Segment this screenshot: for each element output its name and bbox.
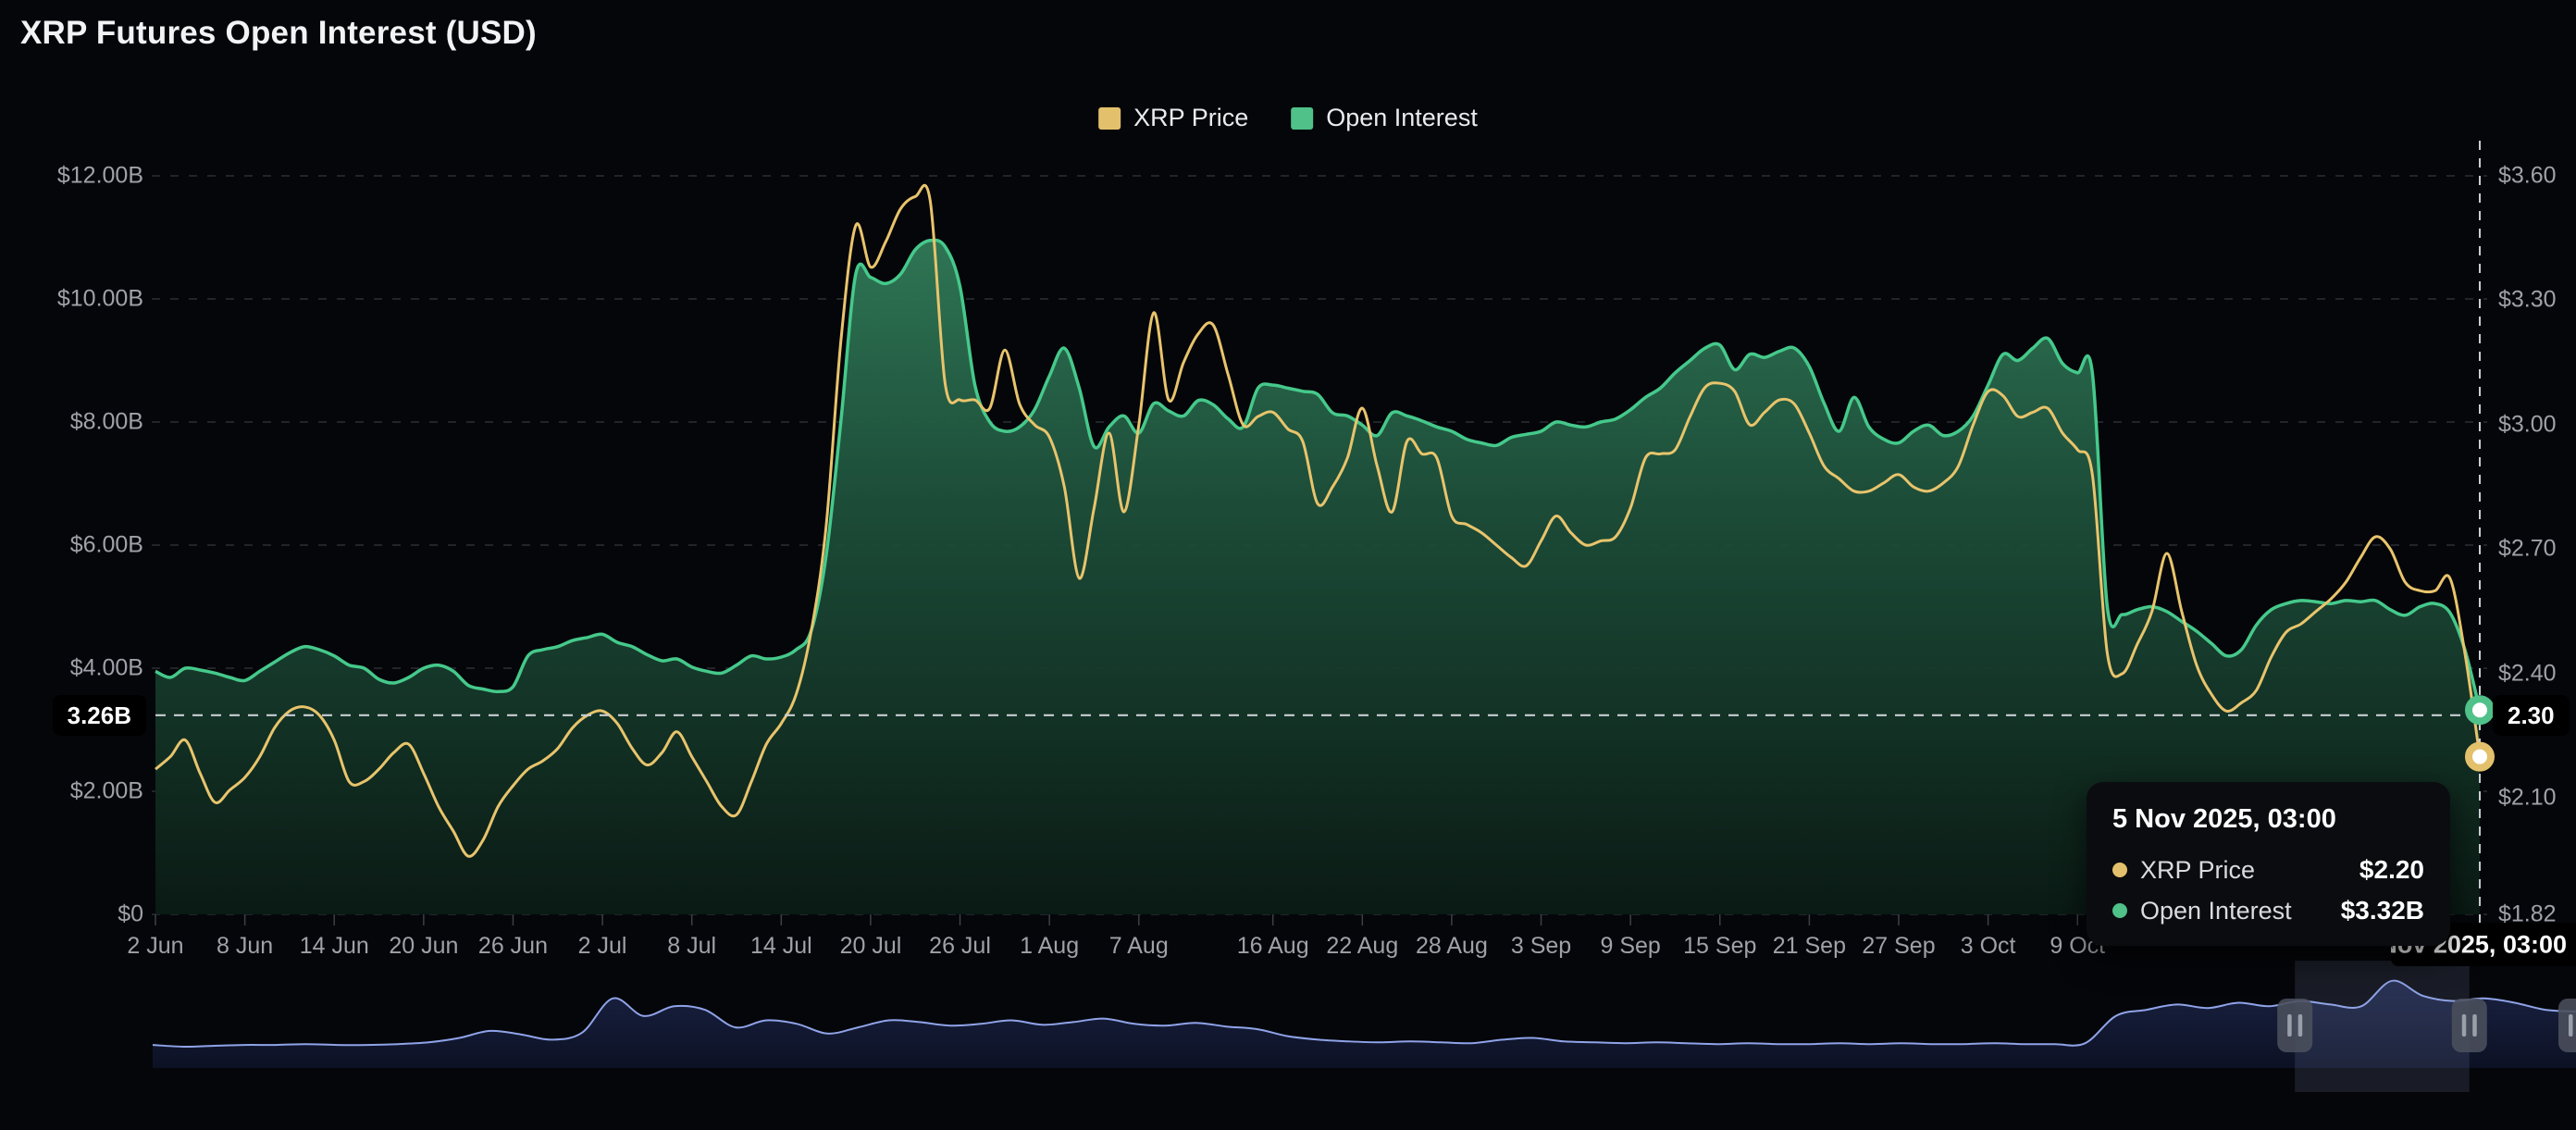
tooltip-row-open-interest: Open Interest $3.32B: [2112, 896, 2424, 925]
right-axis-tick: $2.10: [2498, 784, 2557, 811]
x-axis-tick: 3 Oct: [1960, 933, 2016, 959]
x-axis-tick: 14 Jul: [749, 933, 812, 959]
right-axis-tick: $2.40: [2498, 660, 2557, 687]
right-axis-tick: $3.60: [2498, 162, 2557, 189]
open-interest-marker-dot: [2465, 695, 2495, 726]
tooltip-timestamp: 5 Nov 2025, 03:00: [2112, 804, 2336, 834]
left-axis-tick: $2.00B: [69, 777, 143, 804]
left-axis-tick: $6.00B: [69, 531, 143, 558]
tooltip-label: Open Interest: [2140, 896, 2292, 925]
x-axis-tick: 16 Aug: [1236, 933, 1309, 959]
range-navigator[interactable]: [152, 961, 2576, 1092]
left-axis-tick: $8.00B: [69, 408, 143, 435]
tooltip-label: XRP Price: [2140, 855, 2256, 884]
xrp-price-dot-icon: [2112, 863, 2127, 877]
open-interest-line: [155, 238, 2482, 711]
tooltip-row-xrp-price: XRP Price $2.20: [2112, 855, 2424, 885]
x-axis-tick: 22 Aug: [1326, 933, 1399, 959]
left-axis-tick: $0: [118, 900, 143, 927]
x-axis-tick: 14 Jun: [299, 933, 369, 959]
x-axis-tick: 27 Sep: [1862, 933, 1936, 959]
x-axis-tick: 2 Jul: [577, 933, 627, 959]
xrp-price-marker-dot: [2465, 741, 2495, 772]
x-axis-tick: 8 Jul: [667, 933, 717, 959]
x-axis-tick: 20 Jun: [389, 933, 459, 959]
x-axis-tick: 3 Sep: [1510, 933, 1572, 959]
open-interest-dot-icon: [2112, 903, 2127, 918]
x-axis-tick: 28 Aug: [1415, 933, 1488, 959]
left-axis-tick: $4.00B: [69, 654, 143, 681]
right-axis-tick: $3.00: [2498, 411, 2557, 438]
series-layer: [155, 183, 2482, 914]
chart-legend: XRP Price Open Interest: [1098, 104, 1478, 132]
navigator-handle[interactable]: [2451, 999, 2487, 1052]
x-axis-tick: 1 Aug: [1020, 933, 1080, 959]
x-axis-tick: 2 Jun: [127, 933, 184, 959]
right-axis-tick: $3.30: [2498, 286, 2557, 313]
navigator-line: [152, 979, 2576, 1049]
left-axis-tick: $10.00B: [56, 285, 143, 312]
x-axis-tick: 26 Jun: [477, 933, 548, 959]
legend-item-open-interest[interactable]: Open Interest: [1291, 104, 1478, 132]
chart-tooltip: 5 Nov 2025, 03:00 XRP Price $2.20 Open I…: [2087, 782, 2450, 946]
open-interest-swatch-icon: [1291, 106, 1314, 130]
x-axis-tick: 21 Sep: [1772, 933, 1846, 959]
crosshair-right-value-badge: 2.30: [2493, 695, 2570, 736]
xrp-price-swatch-icon: [1098, 106, 1121, 130]
crosshair-left-value-badge: 3.26B: [52, 695, 146, 736]
x-axis-tick: 8 Jun: [217, 933, 274, 959]
legend-label: Open Interest: [1326, 104, 1478, 131]
x-axis-tick: 15 Sep: [1683, 933, 1757, 959]
navigator-area: [153, 980, 2576, 1068]
page-title: XRP Futures Open Interest (USD): [20, 15, 537, 51]
right-axis-tick: $1.82: [2498, 900, 2557, 927]
navigator-selection[interactable]: [2295, 961, 2470, 1092]
navigator-handle[interactable]: [2558, 999, 2576, 1052]
tooltip-value: $3.32B: [2340, 896, 2424, 925]
legend-label: XRP Price: [1133, 104, 1249, 131]
navigator-handle[interactable]: [2277, 999, 2313, 1052]
tooltip-value: $2.20: [2359, 855, 2424, 884]
x-axis-tick: 20 Jul: [839, 933, 902, 959]
x-axis-tick: 9 Sep: [1600, 933, 1661, 959]
x-axis-tick: 26 Jul: [929, 933, 991, 959]
open-interest-area: [155, 240, 2480, 914]
legend-item-xrp-price[interactable]: XRP Price: [1098, 104, 1248, 132]
xrp-price-line: [155, 183, 2482, 858]
x-axis-tick: 7 Aug: [1108, 933, 1169, 959]
crosshair: [155, 141, 2495, 933]
left-axis-tick: $12.00B: [56, 162, 143, 189]
right-axis-tick: $2.70: [2498, 535, 2557, 562]
